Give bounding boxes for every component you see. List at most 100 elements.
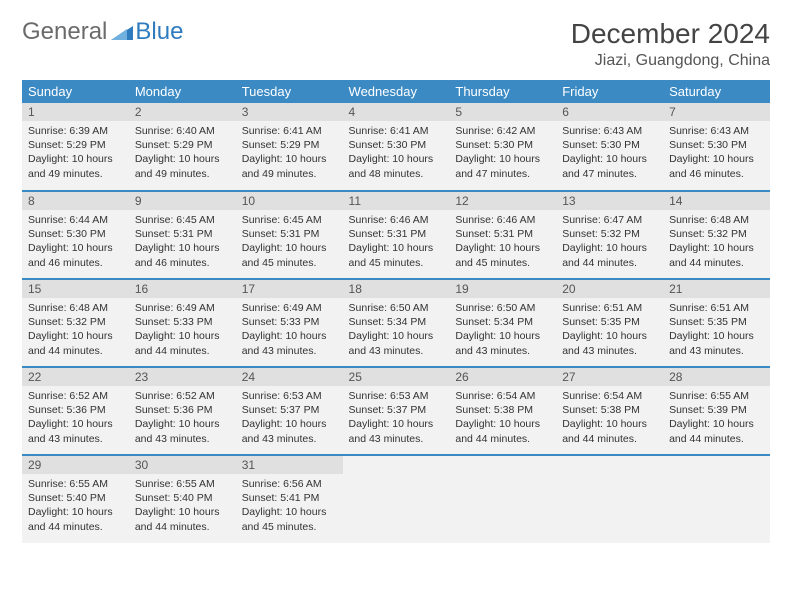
sunset-line: Sunset: 5:33 PM	[242, 315, 337, 329]
day-header: Saturday	[663, 80, 770, 103]
calendar-cell: 9Sunrise: 6:45 AMSunset: 5:31 PMDaylight…	[129, 191, 236, 279]
day-number: 19	[449, 280, 556, 298]
calendar-cell: 29Sunrise: 6:55 AMSunset: 5:40 PMDayligh…	[22, 455, 129, 543]
sunrise-line: Sunrise: 6:51 AM	[669, 301, 764, 315]
day-number: 25	[343, 368, 450, 386]
daylight-line: Daylight: 10 hours and 46 minutes.	[135, 241, 230, 269]
calendar-body: 1Sunrise: 6:39 AMSunset: 5:29 PMDaylight…	[22, 103, 770, 543]
day-number: 21	[663, 280, 770, 298]
calendar-cell: 26Sunrise: 6:54 AMSunset: 5:38 PMDayligh…	[449, 367, 556, 455]
sunrise-line: Sunrise: 6:52 AM	[135, 389, 230, 403]
day-info: Sunrise: 6:47 AMSunset: 5:32 PMDaylight:…	[556, 210, 663, 275]
daylight-line: Daylight: 10 hours and 43 minutes.	[349, 417, 444, 445]
calendar-cell: 10Sunrise: 6:45 AMSunset: 5:31 PMDayligh…	[236, 191, 343, 279]
calendar-row: 29Sunrise: 6:55 AMSunset: 5:40 PMDayligh…	[22, 455, 770, 543]
calendar-cell: 23Sunrise: 6:52 AMSunset: 5:36 PMDayligh…	[129, 367, 236, 455]
day-number: 29	[22, 456, 129, 474]
calendar-cell: 24Sunrise: 6:53 AMSunset: 5:37 PMDayligh…	[236, 367, 343, 455]
calendar-row: 22Sunrise: 6:52 AMSunset: 5:36 PMDayligh…	[22, 367, 770, 455]
logo: General Blue	[22, 18, 183, 46]
calendar-cell: 20Sunrise: 6:51 AMSunset: 5:35 PMDayligh…	[556, 279, 663, 367]
daylight-line: Daylight: 10 hours and 49 minutes.	[242, 152, 337, 180]
sunrise-line: Sunrise: 6:51 AM	[562, 301, 657, 315]
sunrise-line: Sunrise: 6:41 AM	[349, 124, 444, 138]
day-number: 14	[663, 192, 770, 210]
day-info: Sunrise: 6:46 AMSunset: 5:31 PMDaylight:…	[343, 210, 450, 275]
calendar-cell: 19Sunrise: 6:50 AMSunset: 5:34 PMDayligh…	[449, 279, 556, 367]
sunset-line: Sunset: 5:30 PM	[28, 227, 123, 241]
daylight-line: Daylight: 10 hours and 44 minutes.	[28, 329, 123, 357]
sunrise-line: Sunrise: 6:45 AM	[135, 213, 230, 227]
day-info: Sunrise: 6:51 AMSunset: 5:35 PMDaylight:…	[663, 298, 770, 363]
sunrise-line: Sunrise: 6:49 AM	[135, 301, 230, 315]
sunset-line: Sunset: 5:30 PM	[669, 138, 764, 152]
calendar-cell: 21Sunrise: 6:51 AMSunset: 5:35 PMDayligh…	[663, 279, 770, 367]
sunset-line: Sunset: 5:37 PM	[349, 403, 444, 417]
day-number: 8	[22, 192, 129, 210]
sunset-line: Sunset: 5:33 PM	[135, 315, 230, 329]
sunset-line: Sunset: 5:30 PM	[349, 138, 444, 152]
calendar-cell: 12Sunrise: 6:46 AMSunset: 5:31 PMDayligh…	[449, 191, 556, 279]
sunset-line: Sunset: 5:32 PM	[28, 315, 123, 329]
sunset-line: Sunset: 5:38 PM	[562, 403, 657, 417]
daylight-line: Daylight: 10 hours and 43 minutes.	[242, 329, 337, 357]
sunset-line: Sunset: 5:36 PM	[28, 403, 123, 417]
day-header-row: SundayMondayTuesdayWednesdayThursdayFrid…	[22, 80, 770, 103]
sunset-line: Sunset: 5:31 PM	[455, 227, 550, 241]
calendar-row: 15Sunrise: 6:48 AMSunset: 5:32 PMDayligh…	[22, 279, 770, 367]
logo-word1: General	[22, 18, 107, 46]
sunrise-line: Sunrise: 6:42 AM	[455, 124, 550, 138]
sunrise-line: Sunrise: 6:39 AM	[28, 124, 123, 138]
day-info: Sunrise: 6:55 AMSunset: 5:39 PMDaylight:…	[663, 386, 770, 451]
daylight-line: Daylight: 10 hours and 49 minutes.	[135, 152, 230, 180]
sunset-line: Sunset: 5:37 PM	[242, 403, 337, 417]
sunrise-line: Sunrise: 6:45 AM	[242, 213, 337, 227]
sunrise-line: Sunrise: 6:43 AM	[669, 124, 764, 138]
sunrise-line: Sunrise: 6:46 AM	[455, 213, 550, 227]
day-number: 17	[236, 280, 343, 298]
day-number: 22	[22, 368, 129, 386]
calendar-cell: 13Sunrise: 6:47 AMSunset: 5:32 PMDayligh…	[556, 191, 663, 279]
day-info: Sunrise: 6:51 AMSunset: 5:35 PMDaylight:…	[556, 298, 663, 363]
sunrise-line: Sunrise: 6:46 AM	[349, 213, 444, 227]
calendar-row: 1Sunrise: 6:39 AMSunset: 5:29 PMDaylight…	[22, 103, 770, 191]
sunrise-line: Sunrise: 6:54 AM	[455, 389, 550, 403]
sunrise-line: Sunrise: 6:56 AM	[242, 477, 337, 491]
day-info: Sunrise: 6:45 AMSunset: 5:31 PMDaylight:…	[236, 210, 343, 275]
day-info: Sunrise: 6:43 AMSunset: 5:30 PMDaylight:…	[556, 121, 663, 186]
sunset-line: Sunset: 5:41 PM	[242, 491, 337, 505]
calendar-cell: 15Sunrise: 6:48 AMSunset: 5:32 PMDayligh…	[22, 279, 129, 367]
sunrise-line: Sunrise: 6:44 AM	[28, 213, 123, 227]
day-number: 16	[129, 280, 236, 298]
sunset-line: Sunset: 5:31 PM	[349, 227, 444, 241]
day-number: 9	[129, 192, 236, 210]
calendar-cell: 3Sunrise: 6:41 AMSunset: 5:29 PMDaylight…	[236, 103, 343, 191]
daylight-line: Daylight: 10 hours and 45 minutes.	[242, 241, 337, 269]
daylight-line: Daylight: 10 hours and 43 minutes.	[455, 329, 550, 357]
calendar-cell: 4Sunrise: 6:41 AMSunset: 5:30 PMDaylight…	[343, 103, 450, 191]
calendar-cell: 18Sunrise: 6:50 AMSunset: 5:34 PMDayligh…	[343, 279, 450, 367]
day-number: 6	[556, 103, 663, 121]
daylight-line: Daylight: 10 hours and 44 minutes.	[135, 329, 230, 357]
calendar-cell: 11Sunrise: 6:46 AMSunset: 5:31 PMDayligh…	[343, 191, 450, 279]
sunrise-line: Sunrise: 6:55 AM	[135, 477, 230, 491]
day-number: 7	[663, 103, 770, 121]
calendar-row: 8Sunrise: 6:44 AMSunset: 5:30 PMDaylight…	[22, 191, 770, 279]
day-info: Sunrise: 6:52 AMSunset: 5:36 PMDaylight:…	[129, 386, 236, 451]
day-header: Thursday	[449, 80, 556, 103]
logo-word2: Blue	[135, 18, 183, 46]
daylight-line: Daylight: 10 hours and 43 minutes.	[135, 417, 230, 445]
sunrise-line: Sunrise: 6:55 AM	[28, 477, 123, 491]
title-block: December 2024 Jiazi, Guangdong, China	[571, 18, 770, 70]
location: Jiazi, Guangdong, China	[571, 52, 770, 70]
calendar-cell: 25Sunrise: 6:53 AMSunset: 5:37 PMDayligh…	[343, 367, 450, 455]
daylight-line: Daylight: 10 hours and 43 minutes.	[562, 329, 657, 357]
calendar-cell	[449, 455, 556, 543]
calendar-cell: 17Sunrise: 6:49 AMSunset: 5:33 PMDayligh…	[236, 279, 343, 367]
calendar-cell: 28Sunrise: 6:55 AMSunset: 5:39 PMDayligh…	[663, 367, 770, 455]
calendar-cell	[663, 455, 770, 543]
day-info: Sunrise: 6:44 AMSunset: 5:30 PMDaylight:…	[22, 210, 129, 275]
month-title: December 2024	[571, 18, 770, 50]
daylight-line: Daylight: 10 hours and 46 minutes.	[669, 152, 764, 180]
day-info: Sunrise: 6:49 AMSunset: 5:33 PMDaylight:…	[236, 298, 343, 363]
